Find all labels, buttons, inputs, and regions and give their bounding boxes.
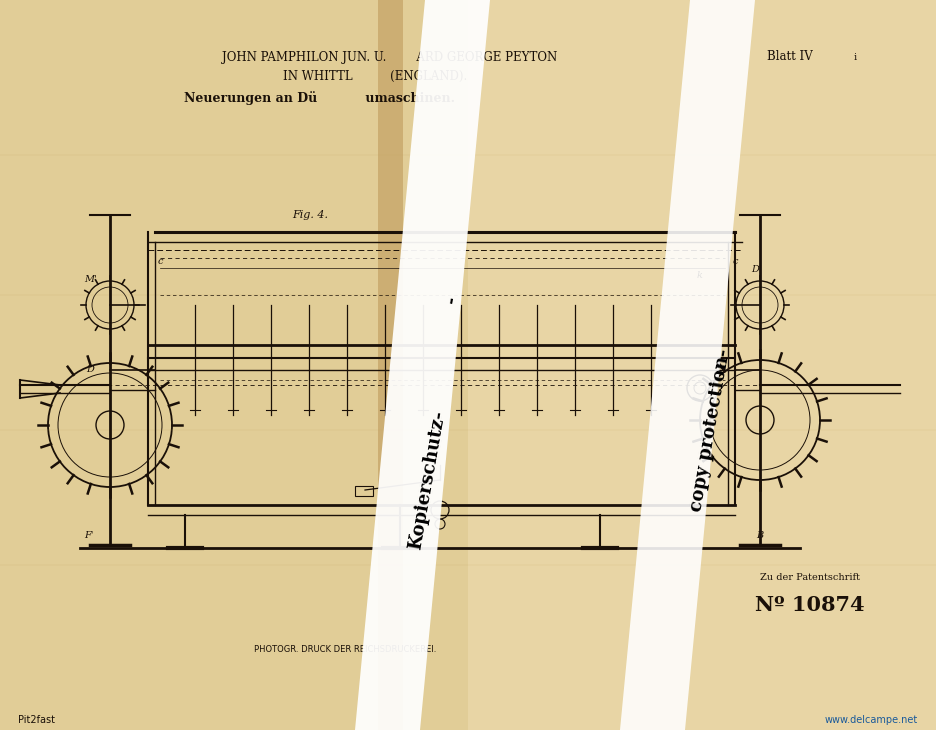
Text: PHOTOGR. DRUCK DER REICHSDRUCKEREI.: PHOTOGR. DRUCK DER REICHSDRUCKEREI. [254,645,436,655]
Text: i: i [854,53,856,61]
Text: Neuerungen an Dü           umaschinen.: Neuerungen an Dü umaschinen. [184,91,456,105]
Text: JOHN PAMPHILON JUN. U.        ARD GEORGE PEYTON: JOHN PAMPHILON JUN. U. ARD GEORGE PEYTON [223,50,558,64]
Polygon shape [620,0,755,730]
Text: copy protection-: copy protection- [687,347,733,512]
Bar [378,0,403,730]
Text: Zu der Patentschrift: Zu der Patentschrift [760,574,860,583]
Text: k: k [697,271,703,280]
Text: www.delcampe.net: www.delcampe.net [825,715,918,725]
Text: D: D [86,366,94,374]
Text: IN WHITTL          (ENGLAND).: IN WHITTL (ENGLAND). [283,69,467,82]
Bar [468,0,936,730]
Text: B: B [756,531,764,539]
Text: F': F' [84,531,94,539]
Text: Kopierschutz-: Kopierschutz- [407,409,449,551]
Bar [0,0,468,730]
Polygon shape [355,0,490,730]
Text: Nº 10874: Nº 10874 [755,595,865,615]
Text: Pit2fast: Pit2fast [18,715,55,725]
Text: D: D [751,266,759,274]
Text: Fig. 4.: Fig. 4. [292,210,328,220]
Bar [355,486,373,496]
Text: -: - [443,295,461,305]
Text: Blatt IV: Blatt IV [768,50,812,64]
Text: c: c [732,258,738,266]
Text: c: c [157,258,163,266]
Text: M': M' [83,275,96,285]
